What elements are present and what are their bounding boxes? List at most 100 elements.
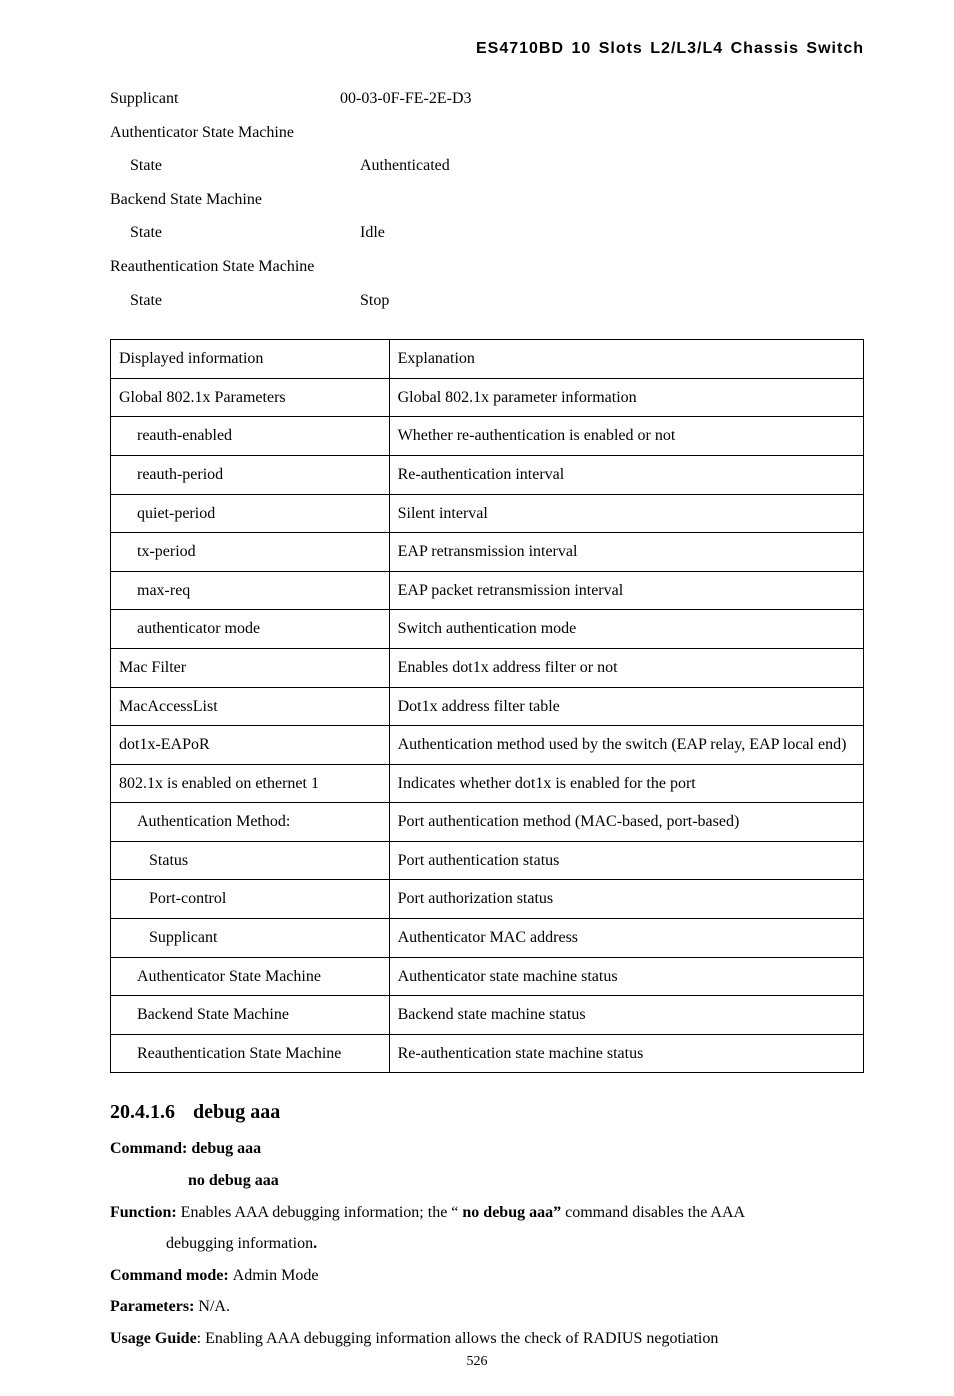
table-row: reauth-period Re-authentication interval: [111, 455, 864, 494]
table-cell-left-text: Supplicant: [119, 925, 217, 951]
no-command-value: no debug aaa: [188, 1172, 279, 1189]
state-line: Reauthentication State Machine: [110, 250, 864, 284]
table-cell-left-text: Status: [119, 848, 188, 874]
table-cell-left-text: Authentication Method:: [119, 809, 290, 835]
state-key: Authenticator State Machine: [110, 116, 340, 150]
table-cell-left-text: 802.1x is enabled on ethernet 1: [119, 775, 319, 792]
table-cell-left-text: reauth-enabled: [119, 423, 232, 449]
table-cell-left: Global 802.1x Parameters: [111, 378, 390, 417]
table-cell-left-text: reauth-period: [119, 462, 223, 488]
table-row: tx-period EAP retransmission interval: [111, 533, 864, 572]
section-number: 20.4.1.6: [110, 1101, 175, 1123]
function-cont-text: debugging information: [166, 1235, 313, 1252]
table-cell-right: Port authentication status: [389, 841, 863, 880]
function-period: .: [313, 1235, 317, 1252]
table-row: Authentication Method: Port authenticatio…: [111, 803, 864, 842]
section-title: debug aaa: [193, 1101, 280, 1123]
page-number: 526: [0, 1354, 954, 1370]
table-row: Port-controlPort authorization status: [111, 880, 864, 919]
table-cell-left-text: Authenticator State Machine: [119, 964, 321, 990]
command-label: Command:: [110, 1140, 191, 1157]
table-cell-left: Reauthentication State Machine: [111, 1034, 390, 1073]
table-cell-right: Backend state machine status: [389, 996, 863, 1035]
table-cell-left-text: Mac Filter: [119, 659, 186, 676]
state-value: [340, 183, 864, 217]
table-cell-left: reauth-period: [111, 455, 390, 494]
table-cell-right: Re-authentication state machine status: [389, 1034, 863, 1073]
table-cell-left: reauth-enabled: [111, 417, 390, 456]
table-cell-left-text: quiet-period: [119, 501, 215, 527]
section-heading: 20.4.1.6 debug aaa: [110, 1101, 864, 1124]
page-header-title: ES4710BD 10 Slots L2/L3/L4 Chassis Switc…: [110, 40, 864, 58]
table-cell-left-text: Global 802.1x Parameters: [119, 389, 286, 406]
table-cell-left: Supplicant: [111, 919, 390, 958]
table-row: dot1x-EAPoRAuthentication method used by…: [111, 726, 864, 765]
table-row: SupplicantAuthenticator MAC address: [111, 919, 864, 958]
table-cell-right: Indicates whether dot1x is enabled for t…: [389, 764, 863, 803]
table-cell-left: authenticator mode: [111, 610, 390, 649]
mode-label: Command mode:: [110, 1267, 233, 1284]
table-cell-right: EAP packet retransmission interval: [389, 571, 863, 610]
table-row: Mac Filter Enables dot1x address filter o…: [111, 648, 864, 687]
state-value: Stop: [360, 284, 864, 318]
mode-line: Command mode: Admin Mode: [110, 1261, 864, 1291]
table-row: Authenticator State Machine Authenticator…: [111, 957, 864, 996]
table-cell-left: tx-period: [111, 533, 390, 572]
function-cont: debugging information.: [110, 1229, 864, 1259]
table-cell-left: Backend State Machine: [111, 996, 390, 1035]
table-row: Backend State MachineBackend state machi…: [111, 996, 864, 1035]
table-cell-left: Authenticator State Machine: [111, 957, 390, 996]
table-cell-left-text: dot1x-EAPoR: [119, 736, 210, 753]
command-line: Command: debug aaa: [110, 1134, 864, 1164]
table-cell-left: Mac Filter: [111, 648, 390, 687]
mode-value: Admin Mode: [233, 1267, 319, 1284]
state-value: [340, 116, 864, 150]
no-command-line: no debug aaa: [110, 1166, 864, 1196]
state-key: Backend State Machine: [110, 183, 340, 217]
state-line: Backend State Machine: [110, 183, 864, 217]
table-row: MacAccessListDot1x address filter table: [111, 687, 864, 726]
state-value: Authenticated: [360, 149, 864, 183]
usage-label: Usage Guide: [110, 1330, 197, 1347]
table-row: Displayed informationExplanation: [111, 340, 864, 379]
table-cell-left: MacAccessList: [111, 687, 390, 726]
table-cell-left-text: Reauthentication State Machine: [119, 1041, 341, 1067]
state-value: [340, 250, 864, 284]
table-cell-left-text: Displayed information: [119, 350, 263, 367]
table-row: max-req EAP packet retransmission interva…: [111, 571, 864, 610]
table-cell-right: Global 802.1x parameter information: [389, 378, 863, 417]
function-text-a: Enables AAA debugging information; the “: [181, 1204, 463, 1221]
table-cell-right: Re-authentication interval: [389, 455, 863, 494]
table-row: Global 802.1x Parameters Global 802.1x pa…: [111, 378, 864, 417]
table-cell-left-text: max-req: [119, 578, 190, 604]
state-key: State: [110, 284, 360, 318]
state-key: Reauthentication State Machine: [110, 250, 340, 284]
table-cell-left: dot1x-EAPoR: [111, 726, 390, 765]
table-row: reauth-enabled Whether re-authentication …: [111, 417, 864, 456]
table-cell-left-text: tx-period: [119, 539, 196, 565]
state-line: StateAuthenticated: [110, 149, 864, 183]
table-cell-left: Authentication Method:: [111, 803, 390, 842]
table-cell-right: EAP retransmission interval: [389, 533, 863, 572]
state-key: Supplicant: [110, 82, 340, 116]
state-value: Idle: [360, 216, 864, 250]
state-line: Authenticator State Machine: [110, 116, 864, 150]
command-value: debug aaa: [191, 1140, 261, 1157]
table-row: 802.1x is enabled on ethernet 1 Indicates…: [111, 764, 864, 803]
function-label: Function:: [110, 1204, 181, 1221]
table-cell-right: Authenticator state machine status: [389, 957, 863, 996]
state-line: Supplicant00-03-0F-FE-2E-D3: [110, 82, 864, 116]
state-line: StateStop: [110, 284, 864, 318]
table-cell-right: Port authentication method (MAC-based, p…: [389, 803, 863, 842]
params-label: Parameters:: [110, 1298, 198, 1315]
table-row: Status Port authentication status: [111, 841, 864, 880]
usage-text: : Enabling AAA debugging information all…: [197, 1330, 719, 1347]
table-row: Reauthentication State Machine Re-authent…: [111, 1034, 864, 1073]
state-key: State: [110, 216, 360, 250]
state-block: Supplicant00-03-0F-FE-2E-D3Authenticator…: [110, 82, 864, 317]
table-cell-right: Enables dot1x address filter or not: [389, 648, 863, 687]
state-line: StateIdle: [110, 216, 864, 250]
table-cell-right: Whether re-authentication is enabled or …: [389, 417, 863, 456]
info-table: Displayed informationExplanationGlobal 8…: [110, 339, 864, 1073]
table-cell-left: Displayed information: [111, 340, 390, 379]
